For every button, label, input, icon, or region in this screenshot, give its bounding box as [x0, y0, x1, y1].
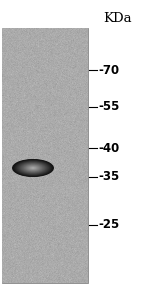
- Ellipse shape: [28, 166, 38, 170]
- Ellipse shape: [15, 160, 51, 176]
- Ellipse shape: [13, 160, 53, 176]
- Ellipse shape: [32, 167, 34, 169]
- Ellipse shape: [15, 160, 51, 176]
- Ellipse shape: [23, 164, 43, 172]
- Ellipse shape: [29, 166, 37, 170]
- Ellipse shape: [30, 166, 36, 170]
- Ellipse shape: [27, 166, 39, 170]
- Ellipse shape: [22, 164, 44, 172]
- Ellipse shape: [19, 162, 47, 174]
- Ellipse shape: [18, 161, 48, 174]
- Ellipse shape: [20, 163, 46, 173]
- Ellipse shape: [20, 162, 46, 174]
- Ellipse shape: [26, 165, 40, 171]
- Text: -25: -25: [98, 219, 119, 231]
- Ellipse shape: [22, 163, 44, 173]
- Text: -35: -35: [98, 170, 119, 184]
- Ellipse shape: [30, 167, 36, 169]
- Ellipse shape: [12, 159, 54, 177]
- Text: -55: -55: [98, 100, 119, 114]
- Ellipse shape: [18, 162, 48, 174]
- Ellipse shape: [27, 165, 39, 171]
- Ellipse shape: [25, 164, 41, 172]
- Ellipse shape: [14, 160, 52, 176]
- Ellipse shape: [31, 167, 35, 169]
- Text: -40: -40: [98, 142, 119, 154]
- Ellipse shape: [24, 164, 42, 172]
- Text: KDa: KDa: [104, 11, 132, 25]
- Bar: [2, 28, 88, 283]
- Text: -70: -70: [98, 63, 119, 76]
- Ellipse shape: [21, 163, 45, 173]
- Ellipse shape: [25, 165, 41, 171]
- Ellipse shape: [16, 161, 50, 175]
- Ellipse shape: [13, 159, 53, 177]
- Ellipse shape: [17, 161, 49, 175]
